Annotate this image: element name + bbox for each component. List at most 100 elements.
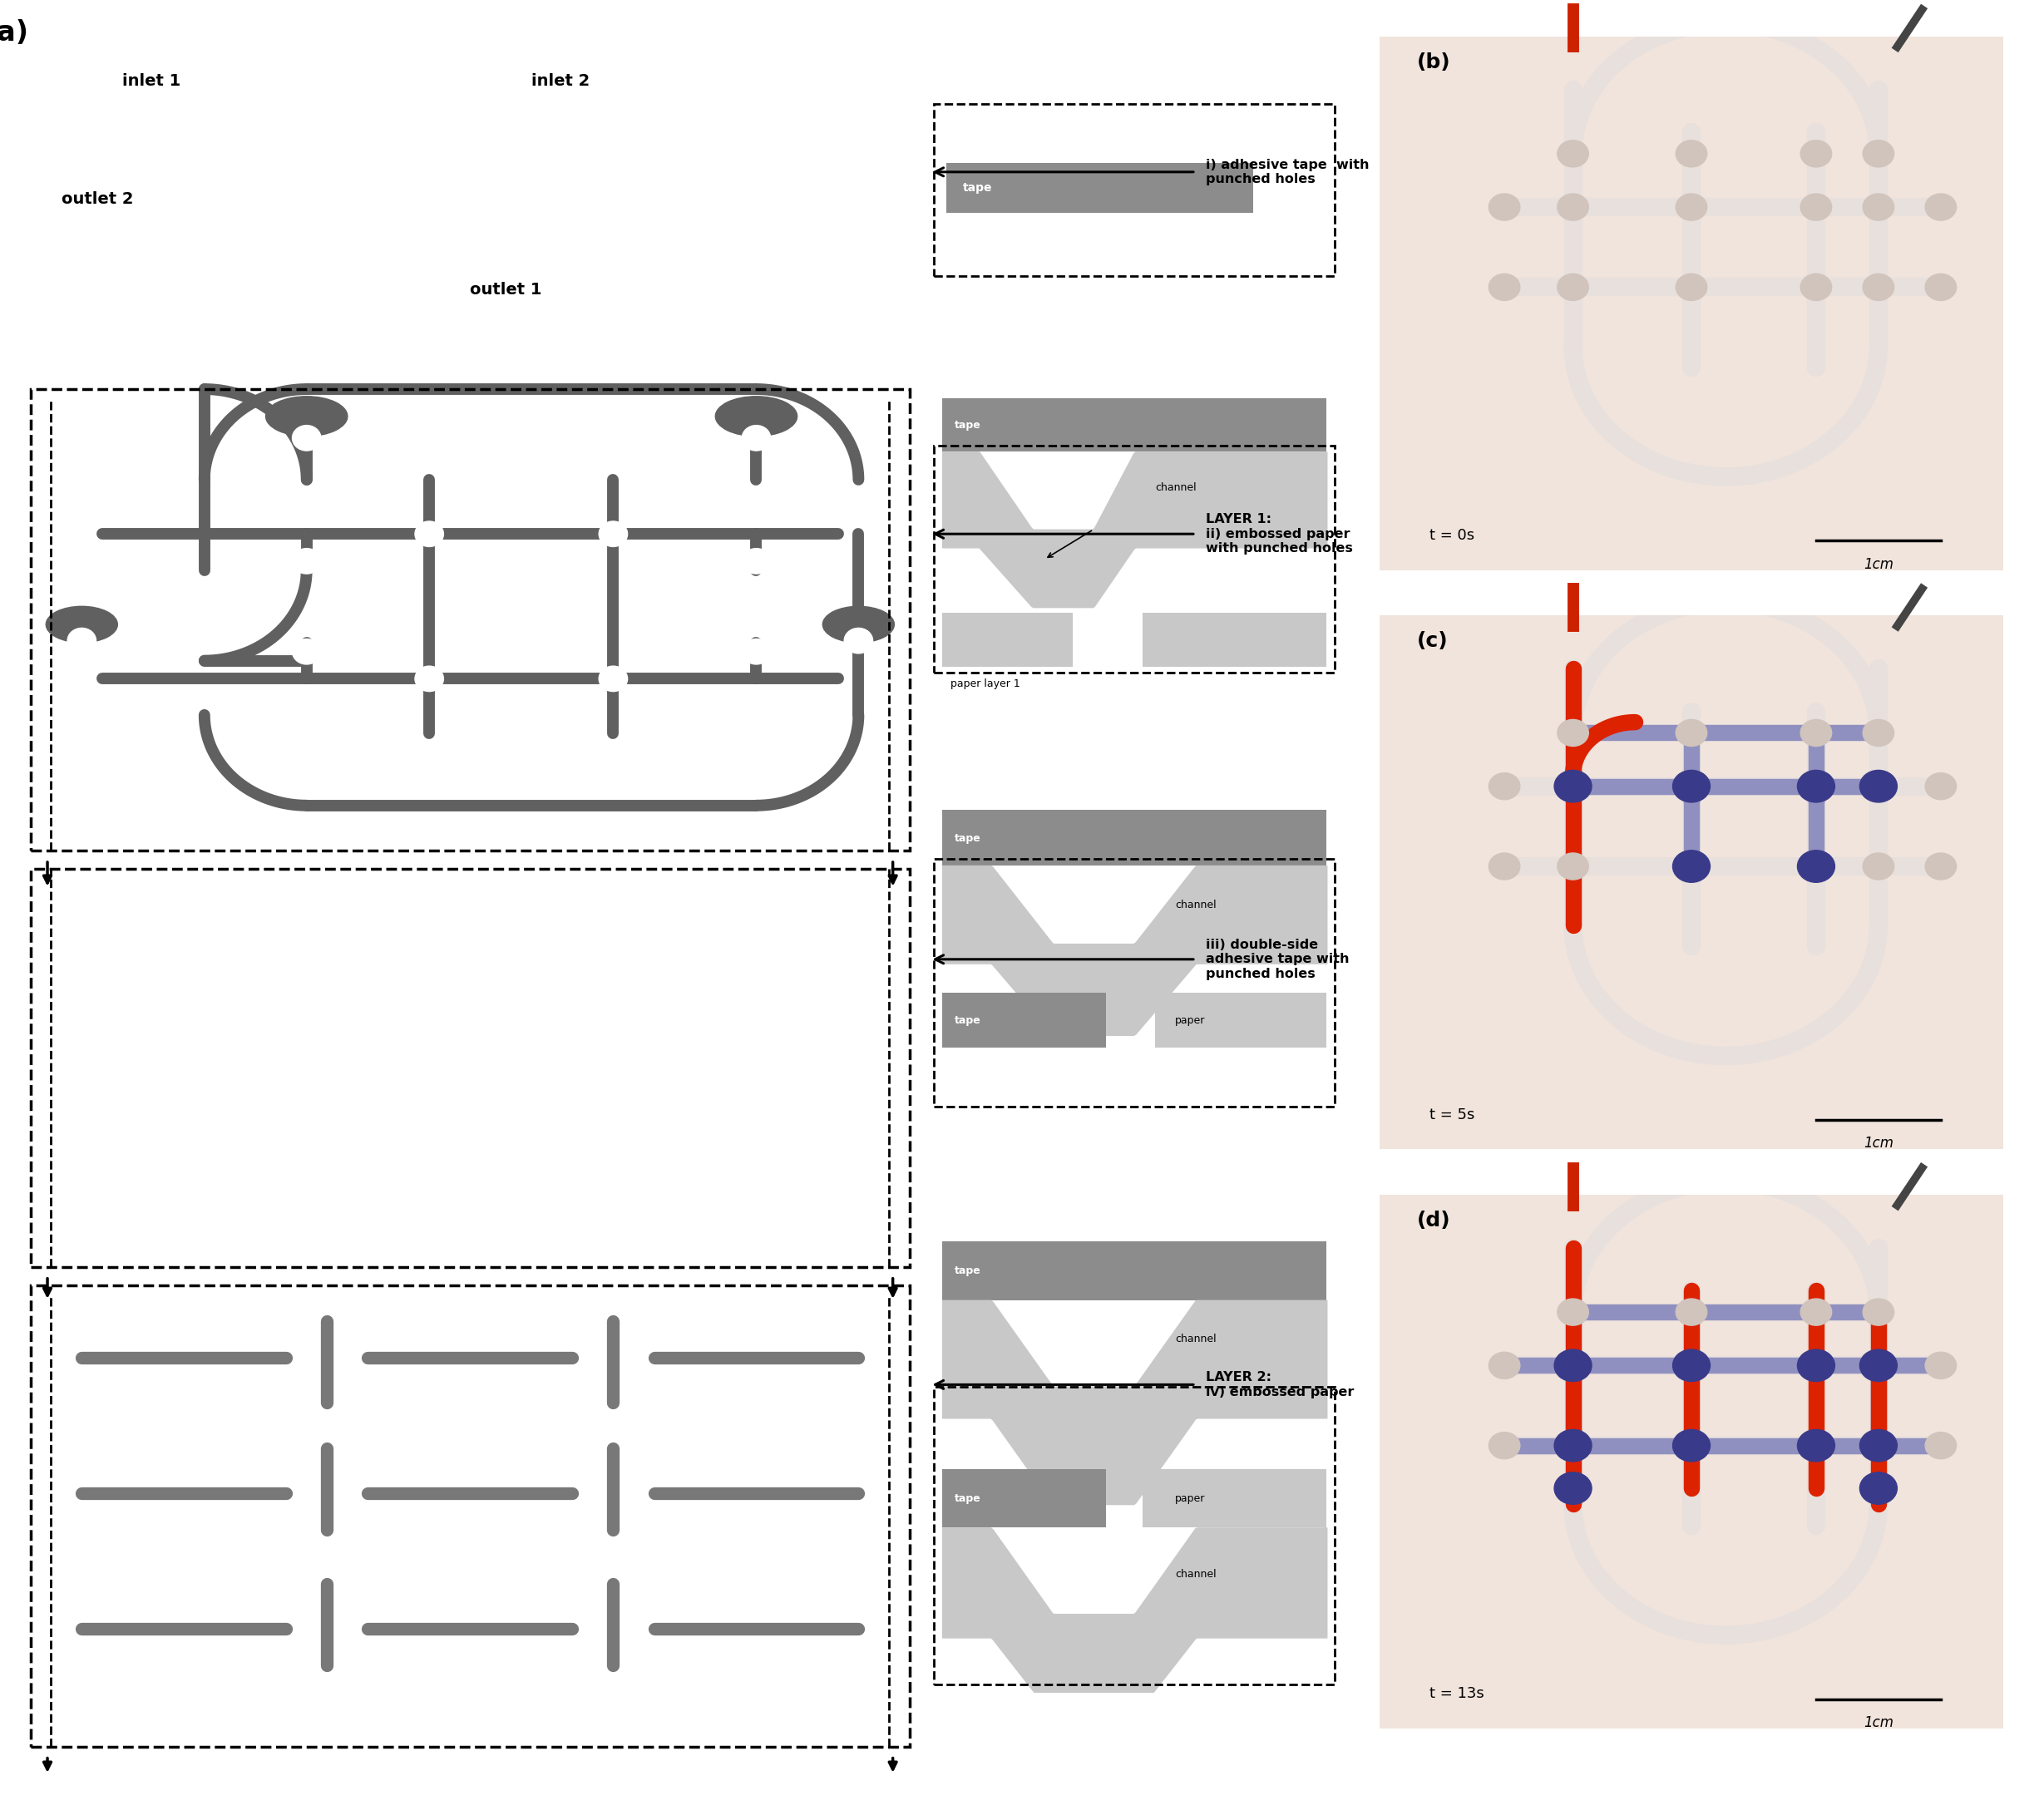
Circle shape (1488, 1352, 1521, 1379)
Circle shape (1558, 194, 1588, 221)
Circle shape (740, 981, 773, 1010)
Circle shape (1925, 1432, 1956, 1459)
Circle shape (229, 1171, 262, 1200)
Text: outlet 2: outlet 2 (61, 192, 133, 206)
FancyBboxPatch shape (1367, 599, 2015, 1166)
FancyBboxPatch shape (942, 1727, 1327, 1786)
Circle shape (1558, 1352, 1588, 1379)
Circle shape (638, 1044, 670, 1073)
Circle shape (638, 981, 670, 1010)
Circle shape (433, 1171, 466, 1200)
Circle shape (1801, 853, 1831, 880)
Circle shape (229, 918, 262, 947)
Bar (934, 445, 1335, 673)
FancyBboxPatch shape (1155, 992, 1327, 1048)
Ellipse shape (822, 606, 895, 643)
FancyBboxPatch shape (942, 992, 1106, 1048)
Text: i) adhesive tape  with
punched holes: i) adhesive tape with punched holes (1206, 159, 1369, 185)
Circle shape (1801, 273, 1831, 300)
Circle shape (1558, 773, 1588, 800)
Circle shape (662, 71, 687, 92)
Text: tape: tape (955, 420, 981, 431)
Circle shape (1801, 1432, 1831, 1459)
Circle shape (229, 981, 262, 1010)
Bar (934, 1386, 1335, 1685)
Circle shape (1801, 194, 1831, 221)
Ellipse shape (45, 606, 119, 643)
Circle shape (127, 1044, 159, 1073)
Circle shape (433, 981, 466, 1010)
Circle shape (867, 224, 891, 246)
Circle shape (740, 1171, 773, 1200)
Text: channel: channel (1155, 481, 1196, 492)
Circle shape (292, 548, 321, 574)
FancyBboxPatch shape (1143, 1470, 1327, 1528)
Circle shape (1488, 773, 1521, 800)
Circle shape (331, 1171, 364, 1200)
Circle shape (67, 628, 96, 653)
Circle shape (229, 1044, 262, 1073)
Text: t = 0s: t = 0s (1429, 529, 1474, 543)
Circle shape (1676, 720, 1707, 746)
Circle shape (484, 1017, 517, 1046)
Ellipse shape (715, 396, 797, 436)
Circle shape (1862, 141, 1895, 167)
Circle shape (1801, 773, 1831, 800)
Circle shape (331, 981, 364, 1010)
Circle shape (1553, 771, 1592, 802)
Text: LAYER 1:
ii) embossed paper
with punched holes: LAYER 1: ii) embossed paper with punched… (1206, 514, 1353, 554)
Text: 1cm: 1cm (1864, 557, 1893, 572)
Text: paper layer 1: paper layer 1 (950, 679, 1020, 690)
Circle shape (599, 666, 628, 691)
Circle shape (1672, 1350, 1711, 1381)
Circle shape (1488, 194, 1521, 221)
Circle shape (1672, 771, 1711, 802)
Circle shape (740, 918, 773, 947)
Circle shape (740, 1108, 773, 1137)
Circle shape (1676, 141, 1707, 167)
Circle shape (1488, 1432, 1521, 1459)
Circle shape (331, 1108, 364, 1137)
Circle shape (1558, 1432, 1588, 1459)
Text: inlet 1: inlet 1 (123, 74, 182, 89)
Text: 1cm: 1cm (1864, 1716, 1893, 1730)
Circle shape (484, 1144, 517, 1173)
Circle shape (1672, 1430, 1711, 1462)
Text: inlet 2: inlet 2 (531, 74, 591, 89)
Text: paper: paper (1175, 1015, 1206, 1026)
Circle shape (484, 945, 517, 974)
Text: paper: paper (1175, 1493, 1206, 1504)
Text: iii) double-side
adhesive tape with
punched holes: iii) double-side adhesive tape with punc… (1206, 939, 1349, 979)
Circle shape (1862, 853, 1895, 880)
Circle shape (1925, 194, 1956, 221)
Circle shape (127, 981, 159, 1010)
Text: outlet 1: outlet 1 (470, 282, 542, 297)
Circle shape (49, 224, 74, 246)
Circle shape (1797, 1430, 1836, 1462)
Text: tape: tape (963, 183, 991, 194)
Circle shape (1860, 1350, 1897, 1381)
Circle shape (1862, 1432, 1895, 1459)
Circle shape (536, 918, 568, 947)
Circle shape (1797, 771, 1836, 802)
Circle shape (742, 548, 771, 574)
Circle shape (1553, 1350, 1592, 1381)
Circle shape (1925, 1352, 1956, 1379)
Circle shape (1558, 720, 1588, 746)
Circle shape (1801, 1352, 1831, 1379)
Text: tape: tape (955, 833, 981, 843)
Text: (a): (a) (0, 18, 29, 47)
Circle shape (433, 1044, 466, 1073)
Circle shape (1862, 194, 1895, 221)
Text: channel: channel (1175, 1334, 1216, 1345)
Circle shape (292, 639, 321, 664)
Circle shape (253, 71, 278, 92)
Circle shape (536, 1044, 568, 1073)
Circle shape (1797, 1350, 1836, 1381)
Circle shape (1925, 773, 1956, 800)
Circle shape (331, 1044, 364, 1073)
Text: (d): (d) (1416, 1211, 1451, 1231)
Circle shape (842, 918, 875, 947)
FancyBboxPatch shape (1367, 1178, 2015, 1745)
Circle shape (127, 918, 159, 947)
